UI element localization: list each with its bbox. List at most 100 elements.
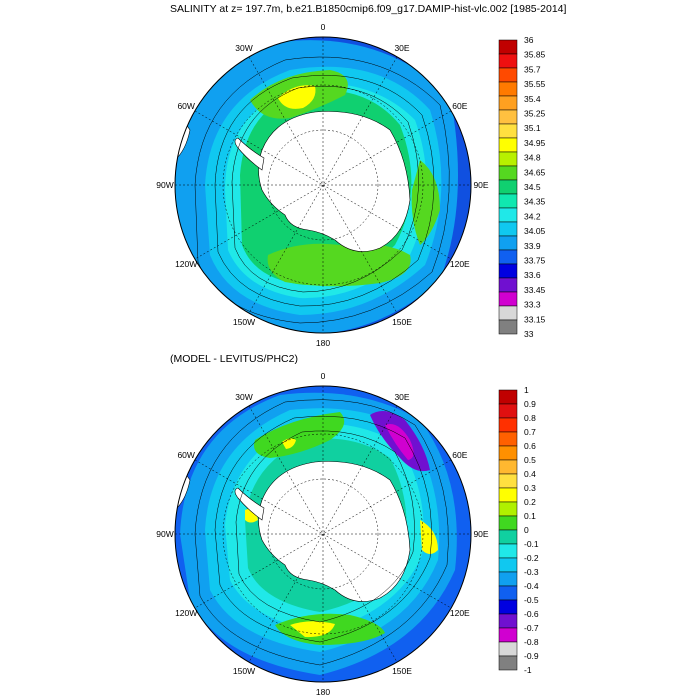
- salinity-lon-label: 120W: [175, 259, 197, 269]
- difference-colorbar-box: [498, 599, 518, 615]
- salinity-lon-label: 60E: [452, 101, 467, 111]
- difference-lon-label: 180: [316, 687, 330, 697]
- difference-colorbar: 1 0.9 0.8 0.7 0.6 0.5 0.4 0.3 0.2 0.1 0 -0.1 -0.2 -0.…: [498, 385, 539, 675]
- salinity-colorbar-box: [498, 95, 518, 111]
- salinity-colorbar-label: 34.35: [524, 197, 546, 207]
- difference-colorbar-label: 0.7: [524, 427, 536, 437]
- difference-colorbar-label: 0.1: [524, 511, 536, 521]
- difference-colorbar-label: 0.8: [524, 413, 536, 423]
- salinity-map: 0 30E 60E 90E 120E 150E 180 150W 120W 90W 60W 30W: [156, 22, 489, 348]
- salinity-lon-label: 180: [316, 338, 330, 348]
- salinity-colorbar-label: 33.6: [524, 270, 541, 280]
- salinity-colorbar-box: [498, 235, 518, 251]
- salinity-colorbar-label: 34.95: [524, 138, 546, 148]
- salinity-lon-label: 30E: [394, 43, 409, 53]
- difference-colorbar-box: [498, 641, 518, 657]
- salinity-lon-label: 150W: [233, 317, 255, 327]
- difference-colorbar-label: -0.7: [524, 623, 539, 633]
- difference-colorbar-label: 0: [524, 525, 529, 535]
- salinity-colorbar-box: [498, 249, 518, 265]
- salinity-colorbar-box: [498, 137, 518, 153]
- difference-colorbar-label: -0.1: [524, 539, 539, 549]
- difference-colorbar-label: -0.4: [524, 581, 539, 591]
- difference-lon-label: 120E: [450, 608, 470, 618]
- main-title: SALINITY at z= 197.7m, b.e21.B1850cmip6.…: [170, 3, 567, 15]
- difference-colorbar-box: [498, 515, 518, 531]
- salinity-colorbar-box: [498, 53, 518, 69]
- difference-colorbar-box: [498, 417, 518, 433]
- difference-colorbar-box: [498, 585, 518, 601]
- salinity-lon-label: 150E: [392, 317, 412, 327]
- difference-colorbar-label: -1: [524, 665, 532, 675]
- salinity-lon-label: 90W: [156, 180, 173, 190]
- difference-colorbar-label: 0.2: [524, 497, 536, 507]
- salinity-colorbar-box: [498, 291, 518, 307]
- salinity-colorbar-label: 34.65: [524, 167, 546, 177]
- difference-colorbar-label: -0.6: [524, 609, 539, 619]
- salinity-colorbar-label: 35.55: [524, 79, 546, 89]
- salinity-colorbar-box: [498, 109, 518, 125]
- difference-colorbar-box: [498, 431, 518, 447]
- salinity-colorbar-label: 33.9: [524, 241, 541, 251]
- salinity-colorbar: 36 35.85 35.7 35.55 35.4 35.25 35.1 34.95 34.8 34…: [498, 35, 546, 339]
- difference-colorbar-box: [498, 571, 518, 587]
- difference-lon-label: 60E: [452, 450, 467, 460]
- difference-colorbar-label: -0.5: [524, 595, 539, 605]
- salinity-colorbar-label: 35.1: [524, 123, 541, 133]
- salinity-colorbar-label: 34.5: [524, 182, 541, 192]
- difference-colorbar-label: 0.5: [524, 455, 536, 465]
- difference-colorbar-box: [498, 557, 518, 573]
- difference-lon-label: 0: [321, 371, 326, 381]
- salinity-colorbar-box: [498, 221, 518, 237]
- difference-colorbar-label: 0.4: [524, 469, 536, 479]
- salinity-colorbar-label: 33.45: [524, 285, 546, 295]
- difference-lon-label: 150E: [392, 666, 412, 676]
- salinity-colorbar-box: [498, 179, 518, 195]
- salinity-lon-label: 30W: [235, 43, 252, 53]
- difference-lon-label: 120W: [175, 608, 197, 618]
- salinity-colorbar-label: 36: [524, 35, 534, 45]
- salinity-lon-label: 0: [321, 22, 326, 32]
- difference-lon-label: 90W: [156, 529, 173, 539]
- salinity-colorbar-box: [498, 277, 518, 293]
- salinity-colorbar-box: [498, 67, 518, 83]
- salinity-colorbar-label: 34.8: [524, 153, 541, 163]
- salinity-colorbar-label: 35.85: [524, 50, 546, 60]
- difference-lon-label: 30W: [235, 392, 252, 402]
- difference-colorbar-box: [498, 459, 518, 475]
- difference-colorbar-box: [498, 389, 518, 405]
- salinity-lon-label: 120E: [450, 259, 470, 269]
- difference-colorbar-label: -0.2: [524, 553, 539, 563]
- difference-title: (MODEL - LEVITUS/PHC2): [170, 353, 298, 365]
- salinity-colorbar-box: [498, 81, 518, 97]
- difference-lon-label: 150W: [233, 666, 255, 676]
- difference-lon-label: 90E: [473, 529, 488, 539]
- difference-colorbar-label: 0.3: [524, 483, 536, 493]
- salinity-colorbar-box: [498, 319, 518, 335]
- salinity-colorbar-label: 35.4: [524, 94, 541, 104]
- salinity-colorbar-box: [498, 123, 518, 139]
- difference-colorbar-label: 1: [524, 385, 529, 395]
- salinity-colorbar-box: [498, 305, 518, 321]
- difference-colorbar-box: [498, 613, 518, 629]
- difference-colorbar-box: [498, 445, 518, 461]
- salinity-colorbar-label: 34.2: [524, 211, 541, 221]
- difference-colorbar-box: [498, 473, 518, 489]
- salinity-colorbar-label: 35.25: [524, 109, 546, 119]
- difference-lon-label: 60W: [177, 450, 194, 460]
- difference-colorbar-label: -0.3: [524, 567, 539, 577]
- difference-colorbar-box: [498, 403, 518, 419]
- difference-colorbar-label: -0.8: [524, 637, 539, 647]
- difference-colorbar-label: -0.9: [524, 651, 539, 661]
- difference-colorbar-label: 0.9: [524, 399, 536, 409]
- salinity-lon-label: 60W: [177, 101, 194, 111]
- salinity-colorbar-label: 33.3: [524, 300, 541, 310]
- salinity-lon-label: 90E: [473, 180, 488, 190]
- salinity-colorbar-box: [498, 165, 518, 181]
- difference-colorbar-box: [498, 501, 518, 517]
- difference-colorbar-box: [498, 529, 518, 545]
- salinity-colorbar-box: [498, 207, 518, 223]
- salinity-colorbar-label: 35.7: [524, 64, 541, 74]
- difference-colorbar-box: [498, 655, 518, 671]
